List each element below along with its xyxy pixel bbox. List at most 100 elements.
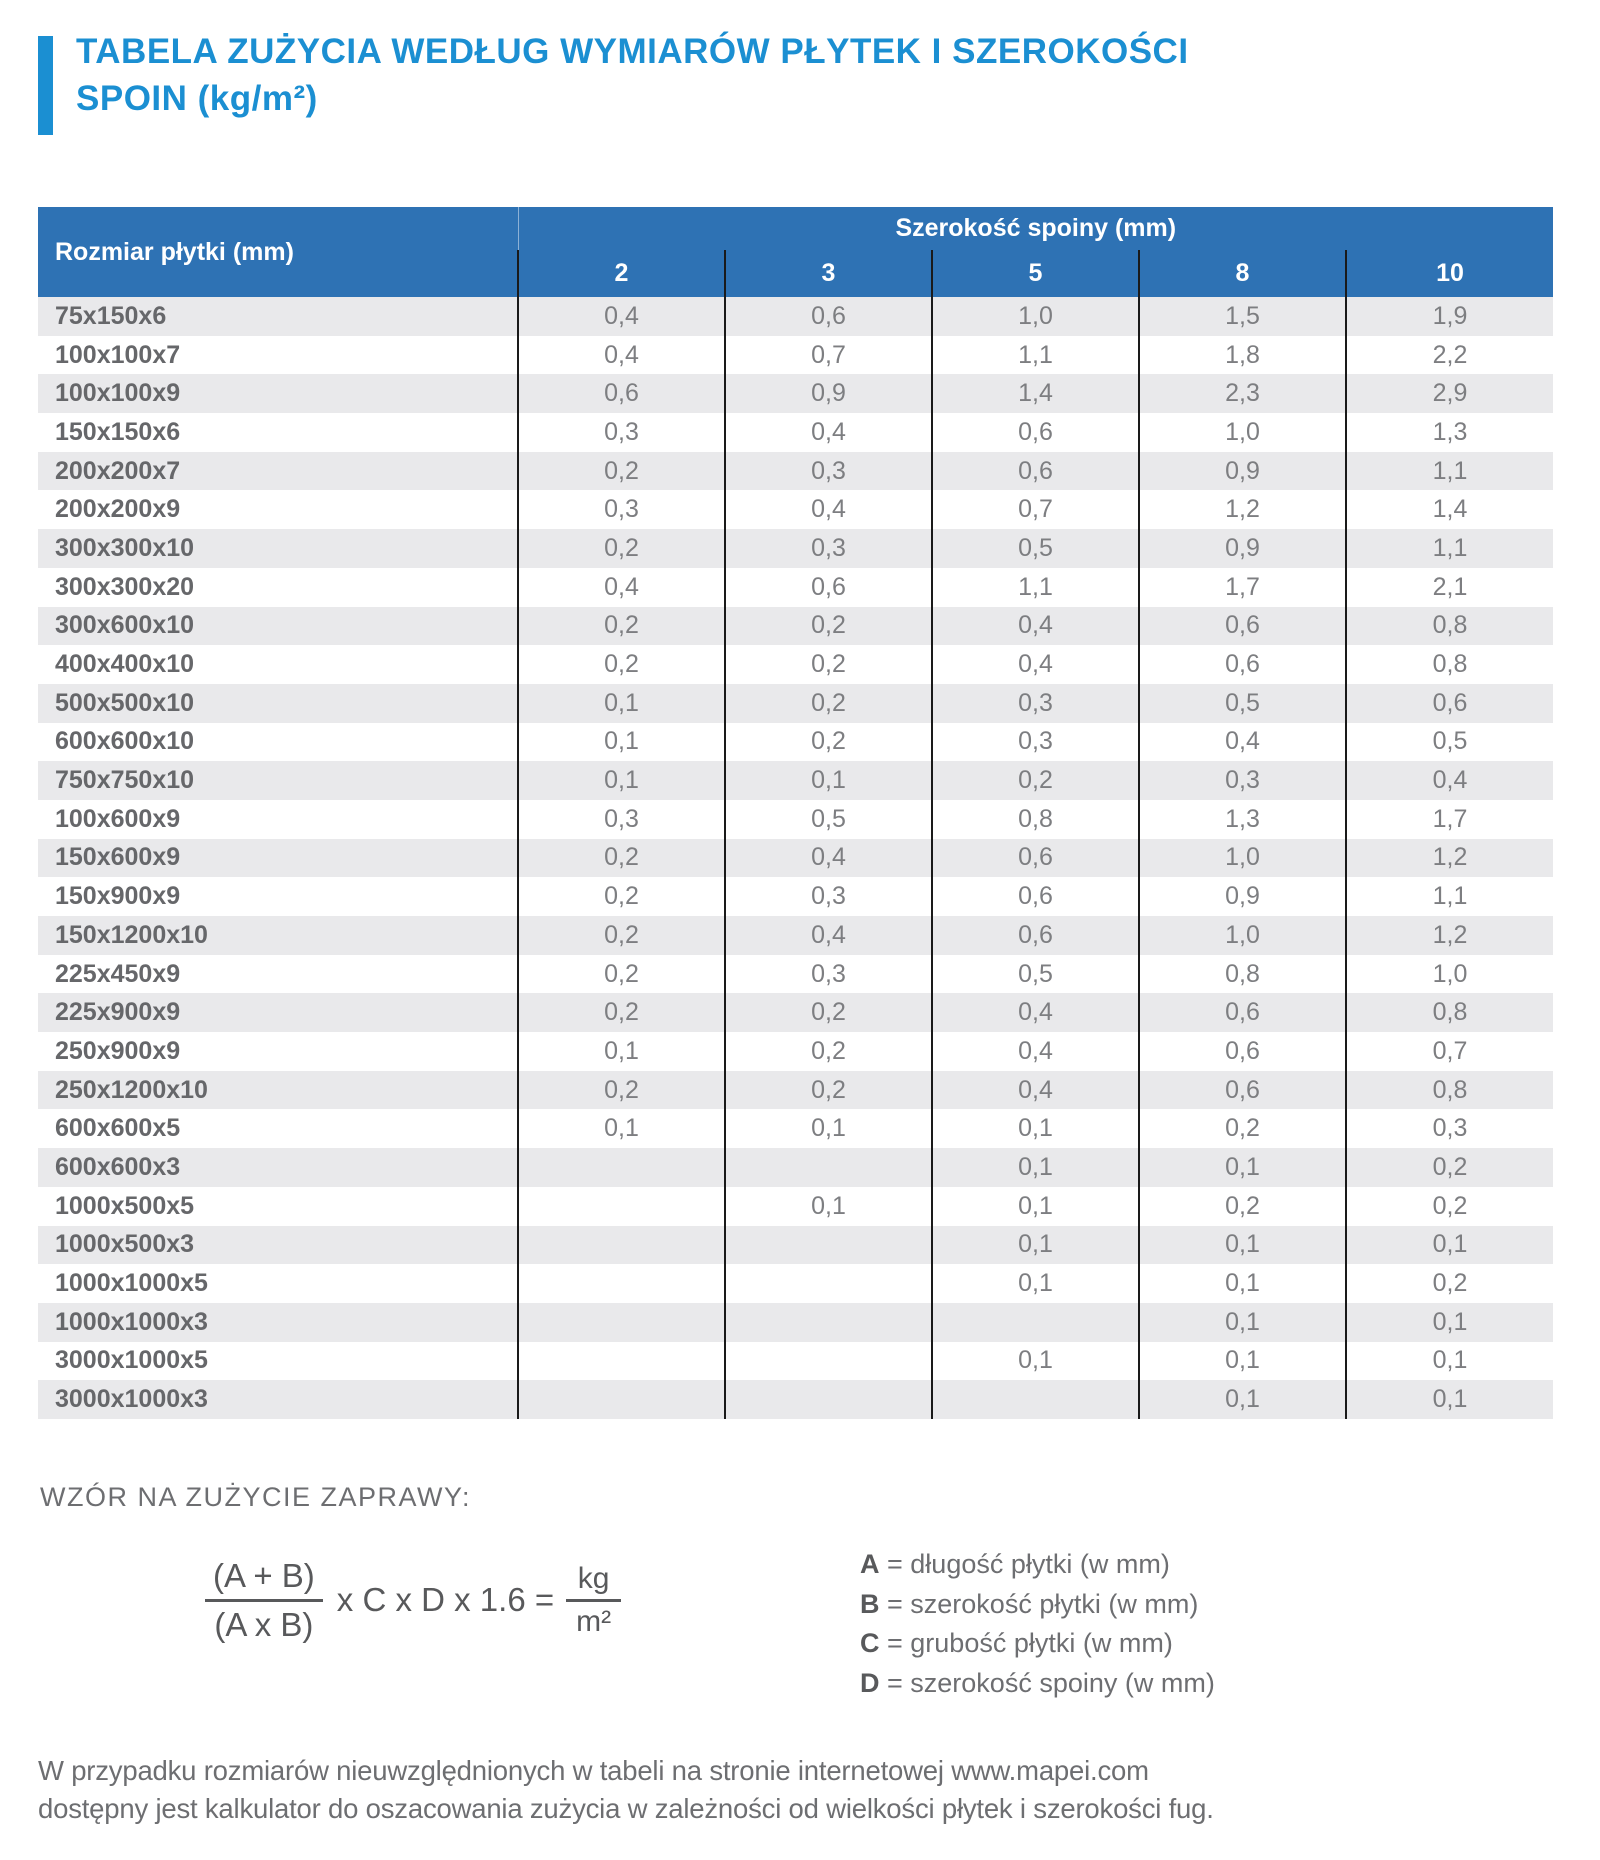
tile-size-cell: 600x600x3 — [55, 1152, 181, 1181]
page-title-line1: TABELA ZUŻYCIA WEDŁUG WYMIARÓW PŁYTEK I … — [76, 32, 1189, 71]
table-row: 100x100x9 0,6 0,9 1,4 2,3 2,9 — [38, 374, 1554, 414]
consumption-value-cell: 0,9 — [1138, 451, 1346, 491]
consumption-value-cell: 0,5 — [1138, 683, 1346, 723]
table-row: 400x400x10 0,2 0,2 0,4 0,6 0,8 — [38, 645, 1554, 684]
table-row: 300x300x10 0,2 0,3 0,5 0,9 1,1 — [38, 529, 1554, 568]
consumption-value-cell: 0,3 — [517, 799, 725, 839]
consumption-value-cell: 1,0 — [1138, 916, 1346, 955]
consumption-value-cell — [931, 1380, 1139, 1419]
consumption-value-cell: 0,1 — [1138, 1341, 1346, 1381]
consumption-value-cell: 0,5 — [724, 799, 932, 839]
consumption-value-cell: 0,1 — [517, 683, 725, 723]
table-row: 300x600x10 0,2 0,2 0,4 0,6 0,8 — [38, 606, 1554, 646]
consumption-value-cell: 0,1 — [1344, 1341, 1554, 1381]
table-row: 150x150x6 0,3 0,4 0,6 1,0 1,3 — [38, 413, 1554, 452]
consumption-value-cell: 1,0 — [1344, 954, 1554, 994]
tile-size-cell: 600x600x10 — [55, 727, 195, 756]
consumption-value-cell: 0,3 — [1138, 761, 1346, 800]
consumption-value-cell: 0,7 — [931, 490, 1139, 530]
table-row: 1000x1000x3 0,1 0,1 — [38, 1302, 1554, 1342]
tile-size-cell: 500x500x10 — [55, 688, 195, 717]
consumption-value-cell: 0,4 — [517, 567, 725, 607]
legend-symbol: B — [860, 1588, 880, 1619]
consumption-value-cell: 0,5 — [1344, 722, 1554, 762]
consumption-value-cell: 0,2 — [517, 606, 725, 646]
consumption-value-cell: 1,5 — [1138, 297, 1346, 336]
tile-size-cell: 150x1200x10 — [55, 920, 208, 949]
consumption-value-cell: 0,1 — [517, 1032, 725, 1071]
tile-size-cell: 100x100x7 — [55, 340, 181, 369]
table-row: 600x600x5 0,1 0,1 0,1 0,2 0,3 — [38, 1109, 1554, 1149]
consumption-value-cell — [517, 1148, 725, 1187]
formula-result-denominator: m² — [566, 1598, 622, 1640]
page-title-line2: SPOIN (kg/m²) — [76, 79, 318, 118]
consumption-value-cell: 0,1 — [724, 761, 932, 800]
consumption-value-cell: 1,8 — [1138, 335, 1346, 375]
formula-fraction-left: (A + B) (A x B) — [205, 1556, 323, 1644]
consumption-value-cell: 0,6 — [931, 451, 1139, 491]
consumption-value-cell: 0,1 — [1138, 1264, 1346, 1303]
table-row: 600x600x3 0,1 0,1 0,2 — [38, 1148, 1554, 1187]
consumption-value-cell: 0,2 — [517, 1070, 725, 1110]
consumption-value-cell: 0,4 — [1138, 722, 1346, 762]
tile-size-cell: 300x300x20 — [55, 572, 195, 601]
consumption-value-cell — [724, 1225, 932, 1265]
consumption-value-cell — [724, 1148, 932, 1187]
legend-description: = szerokość spoiny (w mm) — [887, 1667, 1215, 1698]
consumption-value-cell: 0,1 — [931, 1148, 1139, 1187]
consumption-value-cell: 2,1 — [1344, 567, 1554, 607]
consumption-value-cell: 1,0 — [1138, 838, 1346, 878]
legend-symbol: C — [860, 1628, 880, 1658]
consumption-value-cell: 0,4 — [517, 297, 725, 336]
consumption-table: Rozmiar płytki (mm) Szerokość spoiny (mm… — [38, 207, 1554, 1419]
consumption-value-cell: 0,6 — [931, 916, 1139, 955]
consumption-value-cell: 1,3 — [1344, 413, 1554, 452]
consumption-value-cell: 0,2 — [1138, 1186, 1346, 1226]
table-row: 500x500x10 0,1 0,2 0,3 0,5 0,6 — [38, 683, 1554, 723]
consumption-value-cell: 0,2 — [724, 1070, 932, 1110]
tile-size-cell: 150x900x9 — [55, 882, 181, 911]
consumption-value-cell: 0,8 — [1138, 954, 1346, 994]
joint-width-header-row: 2 3 5 8 10 — [38, 250, 1554, 297]
consumption-value-cell: 2,2 — [1344, 335, 1554, 375]
consumption-value-cell: 0,2 — [517, 838, 725, 878]
consumption-value-cell — [724, 1380, 932, 1419]
consumption-value-cell: 0,1 — [1138, 1148, 1346, 1187]
page-title: TABELA ZUŻYCIA WEDŁUG WYMIARÓW PŁYTEK I … — [76, 28, 1189, 122]
formula-fraction-result: kg m² — [566, 1561, 622, 1640]
tile-size-cell: 200x200x7 — [55, 456, 181, 485]
consumption-value-cell: 0,2 — [1138, 1109, 1346, 1149]
table-row: 1000x1000x5 0,1 0,1 0,2 — [38, 1264, 1554, 1303]
consumption-value-cell: 0,6 — [724, 297, 932, 336]
table-row: 600x600x10 0,1 0,2 0,3 0,4 0,5 — [38, 722, 1554, 762]
consumption-value-cell: 0,2 — [931, 761, 1139, 800]
consumption-value-cell: 0,2 — [1344, 1148, 1554, 1187]
consumption-value-cell: 0,2 — [724, 683, 932, 723]
table-row: 1000x500x3 0,1 0,1 0,1 — [38, 1225, 1554, 1265]
consumption-value-cell: 0,5 — [931, 954, 1139, 994]
formula-legend: A = długość płytki (w mm) B = szerokość p… — [860, 1545, 1215, 1703]
tile-size-cell: 75x150x6 — [55, 301, 167, 330]
consumption-value-cell: 1,0 — [1138, 413, 1346, 452]
tile-size-cell: 250x900x9 — [55, 1036, 181, 1065]
table-row: 200x200x9 0,3 0,4 0,7 1,2 1,4 — [38, 490, 1554, 530]
tile-size-cell: 3000x1000x3 — [55, 1385, 208, 1414]
consumption-value-cell: 0,3 — [517, 490, 725, 530]
consumption-value-cell — [517, 1186, 725, 1226]
consumption-value-cell: 0,1 — [724, 1109, 932, 1149]
consumption-value-cell: 0,3 — [931, 722, 1139, 762]
consumption-value-cell: 0,4 — [724, 838, 932, 878]
consumption-value-cell: 0,6 — [1138, 1032, 1346, 1071]
tile-size-cell: 200x200x9 — [55, 495, 181, 524]
table-row: 225x900x9 0,2 0,2 0,4 0,6 0,8 — [38, 993, 1554, 1033]
formula-middle: x C x D x 1.6 = — [336, 1581, 555, 1619]
consumption-value-cell: 0,4 — [931, 606, 1139, 646]
consumption-value-cell: 1,1 — [1344, 451, 1554, 491]
table-row: 3000x1000x3 0,1 0,1 — [38, 1380, 1554, 1419]
legend-line: C = grubość płytki (w mm) — [860, 1624, 1215, 1664]
consumption-value-cell: 0,1 — [931, 1341, 1139, 1381]
consumption-value-cell — [724, 1341, 932, 1381]
consumption-value-cell: 0,8 — [1344, 1070, 1554, 1110]
table-row: 150x1200x10 0,2 0,4 0,6 1,0 1,2 — [38, 916, 1554, 955]
